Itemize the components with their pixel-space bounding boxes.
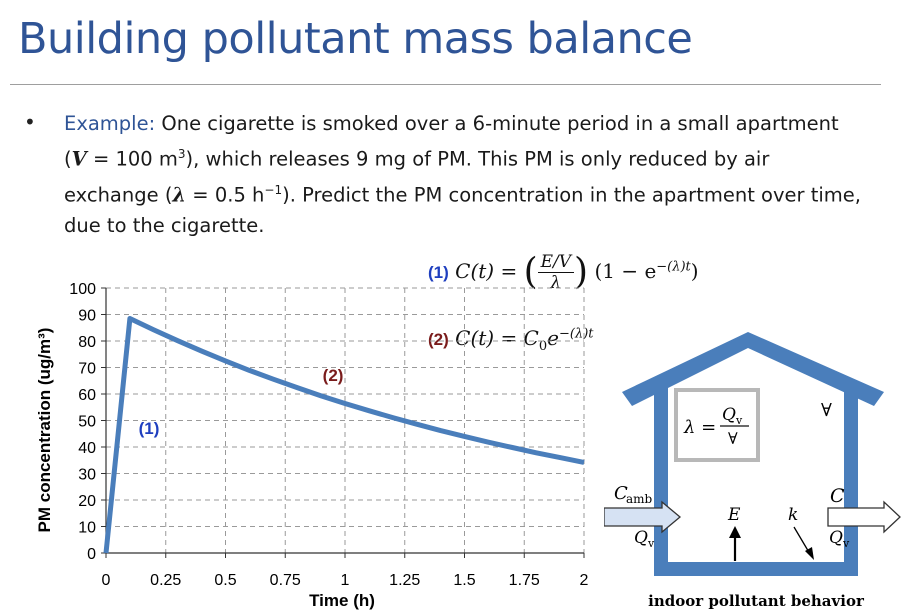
q-in-label: Q — [634, 528, 648, 548]
x-tick-label: 1 — [341, 572, 350, 589]
house-roof — [622, 332, 884, 406]
y-tick-label: 10 — [78, 520, 96, 537]
chart-grid — [106, 287, 585, 553]
chart-annotations: (1) (2) — [139, 366, 344, 438]
equation-1-numerator: E/V — [537, 252, 575, 273]
volume-exponent: 3 — [177, 147, 186, 161]
volume-symbol-label: ∀ — [821, 400, 832, 421]
house-floor — [654, 562, 858, 576]
chart-axes — [101, 287, 585, 558]
y-tick-labels: 0 10 20 30 40 50 60 70 80 90 100 — [69, 281, 96, 563]
house-right-wall-upper — [844, 388, 858, 508]
equation-1-paren-open: ( — [523, 251, 538, 293]
x-tick-label: 0.25 — [150, 572, 181, 589]
equation-1-tag: (1) — [428, 263, 449, 282]
x-tick-label: 0.75 — [270, 572, 301, 589]
q-out-sub: v — [842, 537, 850, 550]
outlet-arrow-icon — [827, 500, 901, 534]
equation-1-close: ) — [690, 259, 699, 283]
k-label: k — [788, 505, 798, 525]
decay-arrow-icon — [793, 526, 811, 555]
series-line — [103, 316, 585, 554]
c-amb-sub: amb — [626, 492, 653, 506]
y-tick-label: 20 — [78, 493, 96, 510]
lambda-box-numerator: Q — [722, 405, 736, 425]
house-left-wall-upper — [654, 388, 668, 508]
volume-symbol: V — [71, 147, 87, 171]
title-divider — [10, 84, 881, 85]
equation-1-rhs: (1 − e — [594, 259, 657, 283]
inlet-arrow-icon — [604, 500, 682, 534]
line-4-text: due to the cigarette. — [64, 214, 265, 237]
equation-1-paren-close: ) — [574, 251, 589, 293]
equation-1-fraction: E/V λ — [537, 252, 575, 293]
y-tick-label: 60 — [78, 387, 96, 404]
y-tick-label: 0 — [87, 546, 96, 563]
slide-title: Building pollutant mass balance — [18, 14, 693, 64]
line-2-text: ), which releases 9 mg of PM. This PM is… — [185, 147, 770, 171]
c-amb-label: C — [614, 483, 628, 504]
y-tick-label: 90 — [78, 308, 96, 325]
indoor-pollutant-diagram: λ = Q v ∀ ∀ C amb Q v C Q v E k indoor p… — [604, 332, 901, 610]
x-axis-label: Time (h) — [309, 591, 375, 610]
diagram-caption: indoor pollutant behavior — [648, 592, 865, 610]
example-label: Example: — [64, 112, 156, 135]
c-label: C — [830, 485, 845, 507]
lambda-exponent: −1 — [264, 182, 283, 197]
equation-2-subscript: 0 — [538, 339, 548, 354]
emission-label: E — [727, 505, 741, 525]
equation-2-exponent: −(λ)t — [559, 326, 594, 342]
equation-2-tag: (2) — [428, 330, 449, 349]
equation-2-lhs: C(t) = C — [455, 326, 539, 350]
equation-1-denominator: λ — [550, 273, 562, 293]
line-2-open: ( — [64, 147, 72, 171]
line-3-open: exchange ( — [64, 183, 173, 206]
x-tick-label: 1.75 — [509, 572, 540, 589]
y-tick-label: 100 — [69, 281, 96, 298]
lambda-box-lhs: λ = — [683, 417, 716, 438]
q-out-label: Q — [829, 528, 843, 548]
equation-1-exponent: −(λ)t — [656, 259, 691, 275]
x-tick-labels: 0 0.25 0.5 0.75 1 1.25 1.5 1.75 2 — [102, 572, 589, 589]
equation-1: (1) C(t) = (E/V λ) (1 − e−(λ)t) — [428, 252, 699, 293]
lambda-symbol: λ — [172, 183, 187, 206]
lambda-value: = 0.5 h — [186, 183, 265, 206]
volume-value: = 100 m — [86, 147, 178, 171]
y-tick-label: 30 — [78, 467, 96, 484]
y-tick-label: 40 — [78, 440, 96, 457]
x-tick-label: 0.5 — [214, 572, 236, 589]
example-paragraph: Example: One cigarette is smoked over a … — [64, 108, 884, 241]
annotation-label: (1) — [139, 419, 160, 438]
y-tick-label: 50 — [78, 414, 96, 431]
lambda-box-denominator: ∀ — [728, 429, 738, 448]
lambda-box-numerator-sub: v — [735, 414, 743, 427]
y-tick-label: 70 — [78, 361, 96, 378]
equation-1-lhs: C(t) = — [455, 259, 518, 283]
y-axis-label: PM concentration (ug/m³) — [35, 328, 54, 533]
line-3-text: ). Predict the PM concentration in the a… — [282, 183, 861, 206]
bullet-icon: • — [24, 110, 36, 134]
equation-2: (2) C(t) = C0e−(λ)t — [428, 326, 594, 354]
line-1-text: One cigarette is smoked over a 6-minute … — [155, 112, 839, 135]
x-tick-label: 0 — [102, 572, 111, 589]
lambda-box — [674, 388, 760, 462]
x-tick-label: 2 — [580, 572, 589, 589]
x-tick-label: 1.25 — [389, 572, 420, 589]
y-tick-label: 80 — [78, 334, 96, 351]
decay-arrow-head — [805, 547, 814, 560]
annotation-label: (2) — [323, 366, 344, 385]
equation-2-e: e — [547, 326, 559, 350]
q-in-sub: v — [647, 537, 655, 550]
x-tick-label: 1.5 — [453, 572, 475, 589]
emission-arrow-head — [729, 526, 741, 538]
